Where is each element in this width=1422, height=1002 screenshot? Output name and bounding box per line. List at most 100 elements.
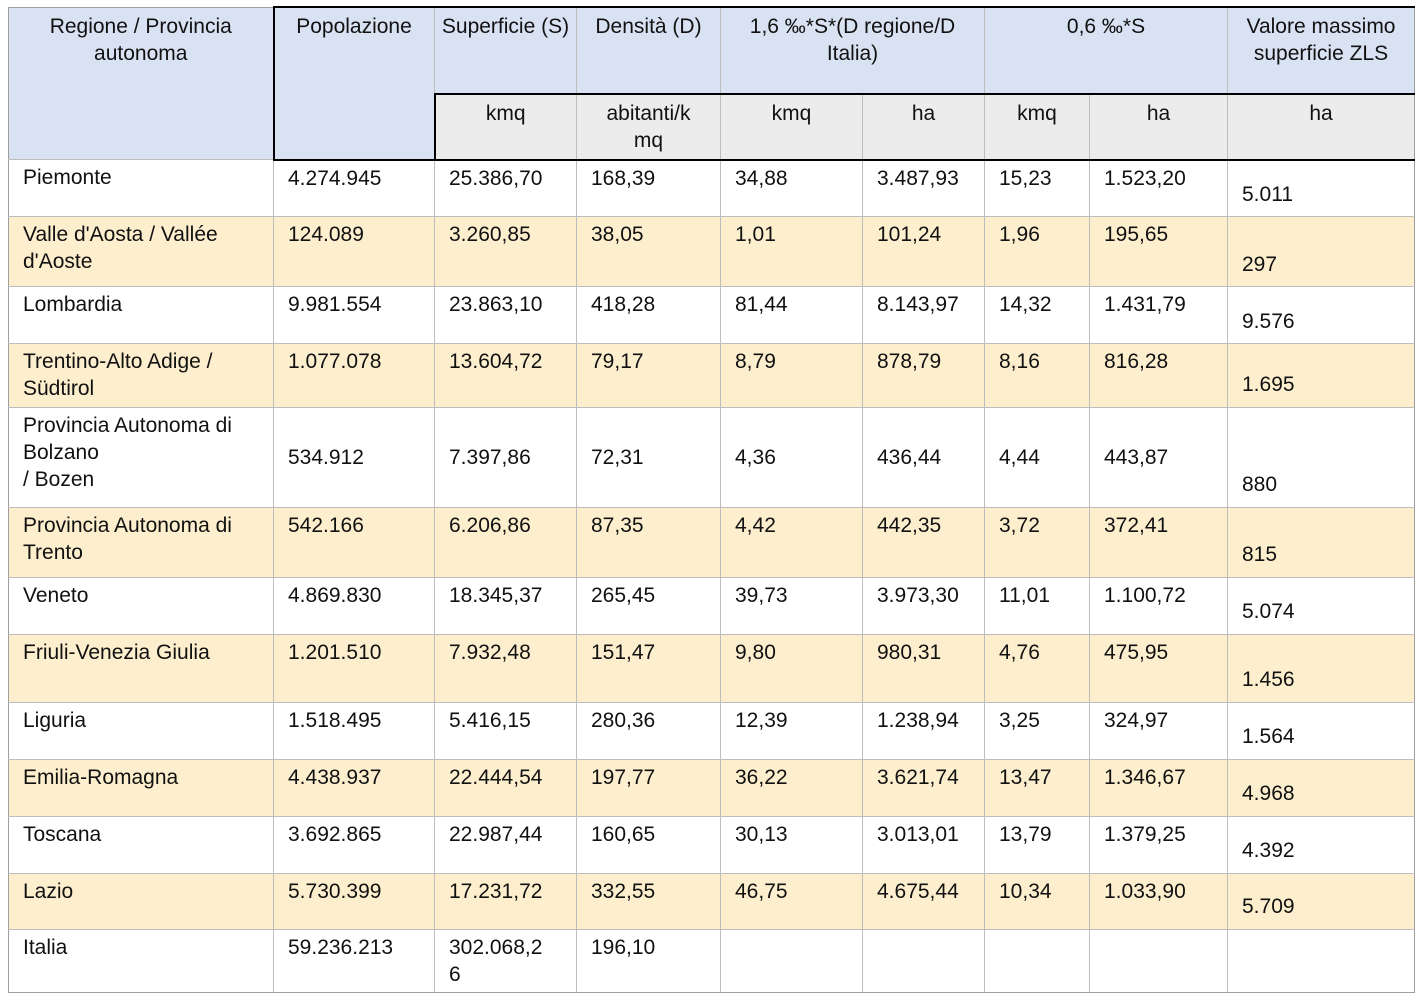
densita-cell: 280,36 (576, 701, 721, 760)
unit-header-densita-abitanti-kmq: abitanti/kmq (576, 93, 721, 161)
formula-1-6-ha-cell: 436,44 (862, 406, 985, 508)
formula-1-6-ha-cell: 3.013,01 (862, 815, 985, 874)
formula-0-6-ha-cell: 195,65 (1089, 216, 1228, 288)
table-row: Italia 59.236.213 302.068,26 196,10 (8, 928, 1415, 994)
zls-max-cell: 1.564 (1227, 701, 1415, 760)
formula-0-6-ha-cell: 816,28 (1089, 343, 1228, 408)
formula-1-6-ha-cell: 878,79 (862, 343, 985, 408)
population-cell: 542.166 (273, 506, 435, 578)
unit-header-0-6-ha: ha (1089, 93, 1228, 161)
table-row: Valle d'Aosta / Vallée d'Aoste 124.089 3.2… (8, 216, 1415, 288)
region-name-cell: Trentino-Alto Adige / Südtirol (8, 343, 274, 408)
formula-0-6-kmq-cell: 1,96 (984, 216, 1090, 288)
superficie-cell: 302.068,26 (434, 928, 577, 994)
formula-0-6-kmq-cell: 11,01 (984, 576, 1090, 635)
formula-0-6-kmq-cell: 15,23 (984, 159, 1090, 218)
formula-0-6-ha-cell: 1.431,79 (1089, 286, 1228, 345)
formula-1-6-ha-cell: 442,35 (862, 506, 985, 578)
formula-0-6-ha-cell: 1.523,20 (1089, 159, 1228, 218)
col-header-popolazione: Popolazione (272, 6, 435, 161)
population-cell: 534.912 (273, 406, 435, 508)
population-cell: 4.274.945 (273, 159, 435, 218)
formula-1-6-ha-cell (862, 928, 985, 994)
zls-max-cell: 5.011 (1227, 159, 1415, 218)
region-name-cell: Veneto (8, 576, 274, 635)
formula-0-6-ha-cell: 1.379,25 (1089, 815, 1228, 874)
densita-cell: 151,47 (576, 633, 721, 703)
zls-max-cell: 880 (1227, 406, 1415, 508)
formula-1-6-ha-cell: 3.487,93 (862, 159, 985, 218)
region-name-cell: Friuli-Venezia Giulia (8, 633, 274, 703)
region-name-cell: Lombardia (8, 286, 274, 345)
densita-cell: 418,28 (576, 286, 721, 345)
table-row: Provincia Autonoma di Bolzano / Bozen 534… (8, 406, 1415, 508)
formula-1-6-ha-cell: 3.621,74 (862, 758, 985, 817)
formula-0-6-kmq-cell: 10,34 (984, 872, 1090, 930)
formula-0-6-kmq-cell: 4,44 (984, 406, 1090, 508)
table-row: Trentino-Alto Adige / Südtirol 1.077.078 1… (8, 343, 1415, 408)
densita-cell: 87,35 (576, 506, 721, 578)
formula-0-6-ha-cell (1089, 928, 1228, 994)
population-cell: 1.077.078 (273, 343, 435, 408)
table-header: Regione / Provincia autonoma Popolazione… (8, 6, 1415, 161)
table-body: Piemonte 4.274.945 25.386,70 168,39 34,88 3.4… (8, 159, 1415, 994)
densita-cell: 72,31 (576, 406, 721, 508)
table-row: Emilia-Romagna 4.438.937 22.444,54 197,77 36… (8, 758, 1415, 817)
unit-header-zls-ha: ha (1227, 93, 1415, 161)
table-row: Liguria 1.518.495 5.416,15 280,36 12,39 1.238… (8, 701, 1415, 760)
col-header-densita: Densità (D) (576, 6, 721, 95)
region-name-cell: Valle d'Aosta / Vallée d'Aoste (8, 216, 274, 288)
densita-cell: 160,65 (576, 815, 721, 874)
superficie-cell: 23.863,10 (434, 286, 577, 345)
densita-cell: 79,17 (576, 343, 721, 408)
superficie-cell: 22.444,54 (434, 758, 577, 817)
formula-1-6-kmq-cell: 30,13 (720, 815, 863, 874)
col-header-formula-1-6: 1,6 ‰*S*(D regione/D Italia) (720, 6, 985, 95)
formula-0-6-kmq-cell: 4,76 (984, 633, 1090, 703)
zls-max-cell: 5.709 (1227, 872, 1415, 930)
population-cell: 1.518.495 (273, 701, 435, 760)
superficie-cell: 3.260,85 (434, 216, 577, 288)
formula-1-6-ha-cell: 101,24 (862, 216, 985, 288)
superficie-cell: 22.987,44 (434, 815, 577, 874)
zls-max-cell: 9.576 (1227, 286, 1415, 345)
superficie-cell: 7.397,86 (434, 406, 577, 508)
table-row: Toscana 3.692.865 22.987,44 160,65 30,13 3.01… (8, 815, 1415, 874)
densita-cell: 168,39 (576, 159, 721, 218)
col-header-superficie: Superficie (S) (434, 6, 577, 95)
superficie-cell: 18.345,37 (434, 576, 577, 635)
densita-cell: 332,55 (576, 872, 721, 930)
col-header-region: Regione / Provincia autonoma (8, 6, 274, 161)
superficie-cell: 17.231,72 (434, 872, 577, 930)
zls-max-cell: 1.456 (1227, 633, 1415, 703)
population-cell: 4.438.937 (273, 758, 435, 817)
region-name-cell: Lazio (8, 872, 274, 930)
formula-0-6-kmq-cell: 3,72 (984, 506, 1090, 578)
densita-cell: 38,05 (576, 216, 721, 288)
formula-1-6-kmq-cell: 46,75 (720, 872, 863, 930)
formula-0-6-ha-cell: 1.033,90 (1089, 872, 1228, 930)
formula-0-6-ha-cell: 1.100,72 (1089, 576, 1228, 635)
formula-1-6-kmq-cell: 8,79 (720, 343, 863, 408)
zls-max-cell: 815 (1227, 506, 1415, 578)
header-row-units: kmq abitanti/kmq kmq ha kmq ha ha (9, 93, 1415, 161)
formula-0-6-ha-cell: 443,87 (1089, 406, 1228, 508)
superficie-cell: 13.604,72 (434, 343, 577, 408)
region-name-cell: Emilia-Romagna (8, 758, 274, 817)
formula-1-6-kmq-cell: 4,42 (720, 506, 863, 578)
population-cell: 9.981.554 (273, 286, 435, 345)
population-cell: 124.089 (273, 216, 435, 288)
superficie-cell: 7.932,48 (434, 633, 577, 703)
superficie-cell: 25.386,70 (434, 159, 577, 218)
formula-1-6-kmq-cell: 9,80 (720, 633, 863, 703)
col-header-formula-0-6: 0,6 ‰*S (984, 6, 1228, 95)
superficie-cell: 5.416,15 (434, 701, 577, 760)
population-cell: 5.730.399 (273, 872, 435, 930)
formula-1-6-kmq-cell: 34,88 (720, 159, 863, 218)
formula-1-6-kmq-cell: 12,39 (720, 701, 863, 760)
formula-1-6-kmq-cell: 4,36 (720, 406, 863, 508)
table-row: Friuli-Venezia Giulia 1.201.510 7.932,48 15… (8, 633, 1415, 703)
region-name-cell: Liguria (8, 701, 274, 760)
table-row: Piemonte 4.274.945 25.386,70 168,39 34,88 3.4… (8, 159, 1415, 218)
header-row-groups: Regione / Provincia autonoma Popolazione… (8, 6, 1415, 161)
